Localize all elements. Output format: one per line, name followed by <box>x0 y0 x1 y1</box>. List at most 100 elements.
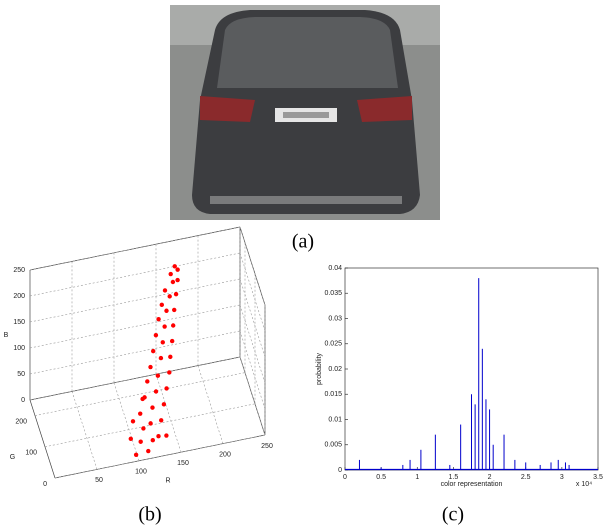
point <box>167 370 172 375</box>
x-tick-label: 0 <box>343 474 347 481</box>
point <box>150 405 155 410</box>
grid-line <box>29 252 241 297</box>
y-tick-label: 0.025 <box>324 341 342 348</box>
axis-line <box>29 356 241 401</box>
point <box>170 279 176 285</box>
point <box>160 340 165 345</box>
x-tick-label: 2 <box>488 474 492 481</box>
car-photo <box>170 5 440 220</box>
axis-line <box>29 226 241 271</box>
x-multiplier: x 10⁴ <box>576 481 592 488</box>
x-tick-label: 150 <box>177 460 189 467</box>
x-tick-label: 50 <box>95 477 103 484</box>
grid-line <box>113 382 140 461</box>
x-tick-label: 100 <box>135 469 147 476</box>
point <box>130 419 136 424</box>
grid-line <box>29 304 241 349</box>
grid-line <box>29 330 241 375</box>
axis-line <box>54 434 266 479</box>
y-tick-label: 0.035 <box>324 290 342 297</box>
grid-line <box>71 391 98 470</box>
grid-line <box>239 304 266 384</box>
x-tick-label: 2.5 <box>521 474 531 481</box>
point <box>138 439 143 444</box>
caption: (a) <box>292 231 314 253</box>
x-axis-label: R <box>165 477 170 484</box>
point <box>175 267 180 272</box>
z-tick-label: 250 <box>13 267 25 274</box>
x-tick-label: 3.5 <box>593 474 603 481</box>
x-tick-label: 1.5 <box>449 474 459 481</box>
point <box>162 324 167 329</box>
point <box>156 434 161 439</box>
point <box>150 438 155 443</box>
point <box>148 421 153 426</box>
x-tick-label: 200 <box>219 451 231 458</box>
y-axis-label: G <box>10 454 15 461</box>
point <box>173 291 179 297</box>
point <box>140 396 145 402</box>
point <box>156 317 161 322</box>
point <box>151 348 156 354</box>
point <box>175 277 180 283</box>
point <box>164 308 169 313</box>
point <box>153 389 159 394</box>
point <box>172 264 177 269</box>
point <box>162 288 168 293</box>
point <box>145 379 150 384</box>
y-tick-label: 0.015 <box>324 391 342 398</box>
point <box>159 302 164 308</box>
point <box>172 307 177 313</box>
point <box>148 364 153 370</box>
point <box>141 426 146 431</box>
point <box>159 418 164 423</box>
x-tick-label: 0.5 <box>376 474 386 481</box>
point <box>138 411 143 416</box>
z-tick-label: 150 <box>13 319 25 326</box>
axis-line <box>29 399 56 479</box>
z-tick-label: 100 <box>13 345 25 352</box>
grid-line <box>239 330 266 410</box>
point <box>146 448 151 454</box>
z-tick-label: 0 <box>21 397 25 404</box>
grid-line <box>34 372 246 416</box>
y-tick-label: 0.04 <box>328 265 342 272</box>
grid-line <box>239 252 266 332</box>
y-tick-label: 200 <box>15 418 27 425</box>
grid-line <box>155 374 182 453</box>
x-axis-label: color representation <box>441 481 503 488</box>
point <box>164 433 169 438</box>
point <box>168 354 173 360</box>
grid-line <box>239 278 266 358</box>
point <box>169 338 175 344</box>
point <box>168 271 173 277</box>
grid-line <box>29 278 241 323</box>
point <box>171 323 176 328</box>
point <box>153 332 159 338</box>
z-tick-label: 200 <box>13 293 25 300</box>
caption: (b) <box>138 504 161 526</box>
point <box>161 402 167 407</box>
x-tick-label: 1 <box>415 474 419 481</box>
grid-line <box>239 226 266 306</box>
grid-line <box>197 365 224 444</box>
point <box>155 373 161 378</box>
y-tick-label: 0.03 <box>328 315 342 322</box>
point <box>164 386 169 391</box>
x-tick-label: 3 <box>560 474 564 481</box>
z-axis-label: B <box>4 332 9 339</box>
caption: (c) <box>442 504 464 526</box>
y-tick-label: 0.005 <box>324 442 342 449</box>
point <box>158 355 164 361</box>
y-tick-label: 0.01 <box>328 416 342 423</box>
y-axis-label: probability <box>316 353 323 385</box>
y-tick-label: 0 <box>338 467 342 474</box>
point <box>128 436 133 441</box>
point <box>133 452 139 457</box>
y-tick-label: 0 <box>43 481 47 488</box>
y-tick-label: 100 <box>25 450 37 457</box>
grid-line <box>239 356 266 436</box>
x-tick-label: 250 <box>261 443 273 450</box>
y-tick-label: 0.02 <box>328 366 342 373</box>
